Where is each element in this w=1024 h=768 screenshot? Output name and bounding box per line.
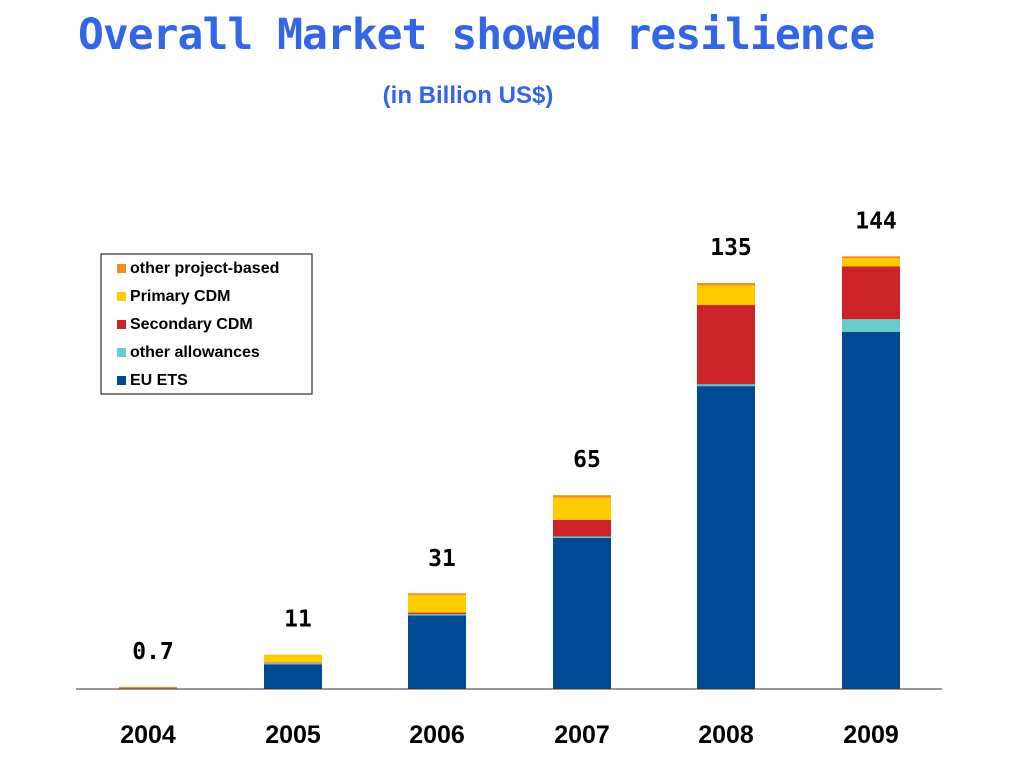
bar-segment-2006-other-allowances — [408, 613, 466, 616]
x-tick-2004: 2004 — [120, 721, 176, 749]
bar-segment-2005-primary-cdm — [264, 654, 322, 663]
bar-segment-2007-other-project-based — [553, 495, 611, 498]
legend-item-primary-cdm: Primary CDM — [117, 288, 230, 305]
bar-segment-2006-eu-ets — [408, 615, 466, 689]
total-label-2009: 144 — [855, 209, 897, 235]
x-tick-2005: 2005 — [265, 721, 321, 749]
bar-segment-2009-eu-ets — [842, 331, 900, 689]
bar-segment-2006-secondary-cdm — [408, 611, 466, 614]
legend-swatch — [117, 348, 126, 357]
x-tick-labels-group: 2004 2005 2006 2007 2008 2009 — [120, 721, 899, 749]
bar-segment-2004-other-project-based — [119, 686, 177, 689]
legend-swatch — [117, 376, 126, 385]
bar-segment-2007-primary-cdm — [553, 497, 611, 520]
bar-segment-2008-other-allowances — [697, 384, 755, 387]
bar-segment-2005-eu-ets — [264, 664, 322, 689]
bar-segment-2008-secondary-cdm — [697, 305, 755, 385]
bar-segment-2007-secondary-cdm — [553, 519, 611, 537]
bar-segment-2009-primary-cdm — [842, 258, 900, 267]
legend-label: other allowances — [130, 344, 260, 361]
legend-label: EU ETS — [130, 372, 188, 389]
bar-segment-2008-other-project-based — [697, 283, 755, 286]
total-label-2006: 31 — [428, 546, 456, 572]
bar-segment-2007-other-allowances — [553, 536, 611, 539]
legend-item-other-allowances: other allowances — [117, 344, 260, 361]
total-label-2008: 135 — [710, 235, 752, 261]
chart-title: Overall Market showed resilience — [78, 10, 875, 60]
bar-segment-2009-other-allowances — [842, 319, 900, 332]
legend-item-secondary-cdm: Secondary CDM — [117, 316, 253, 333]
bar-segment-2007-eu-ets — [553, 538, 611, 689]
bar-segment-2008-eu-ets — [697, 386, 755, 689]
x-tick-2007: 2007 — [554, 721, 610, 749]
legend-swatch — [117, 292, 126, 301]
legend: other project-based Primary CDM Secondary … — [100, 253, 313, 395]
bar-segment-2006-other-project-based — [408, 593, 466, 596]
total-label-2005: 11 — [284, 607, 312, 633]
legend-frame — [100, 253, 313, 395]
bars-group — [119, 256, 900, 689]
total-label-2007: 65 — [573, 447, 601, 473]
total-labels-group: 0.7 11 31 65 135 144 — [132, 209, 897, 665]
bar-segment-2006-primary-cdm — [408, 595, 466, 613]
legend-label: Secondary CDM — [130, 316, 253, 333]
legend-label: other project-based — [130, 260, 279, 277]
bar-segment-2005-other-allowances — [264, 662, 322, 665]
bar-segment-2008-primary-cdm — [697, 285, 755, 306]
legend-swatch — [117, 264, 126, 273]
legend-item-other-project-based: other project-based — [117, 260, 279, 277]
legend-item-eu-ets: EU ETS — [117, 372, 188, 389]
chart-subtitle: (in Billion US$) — [382, 82, 554, 109]
legend-label: Primary CDM — [130, 288, 230, 305]
x-tick-2006: 2006 — [409, 721, 465, 749]
x-tick-2009: 2009 — [843, 721, 899, 749]
x-tick-2008: 2008 — [698, 721, 754, 749]
legend-swatch — [117, 320, 126, 329]
bar-segment-2009-other-project-based — [842, 256, 900, 259]
total-label-2004: 0.7 — [132, 639, 174, 665]
bar-segment-2009-secondary-cdm — [842, 266, 900, 320]
